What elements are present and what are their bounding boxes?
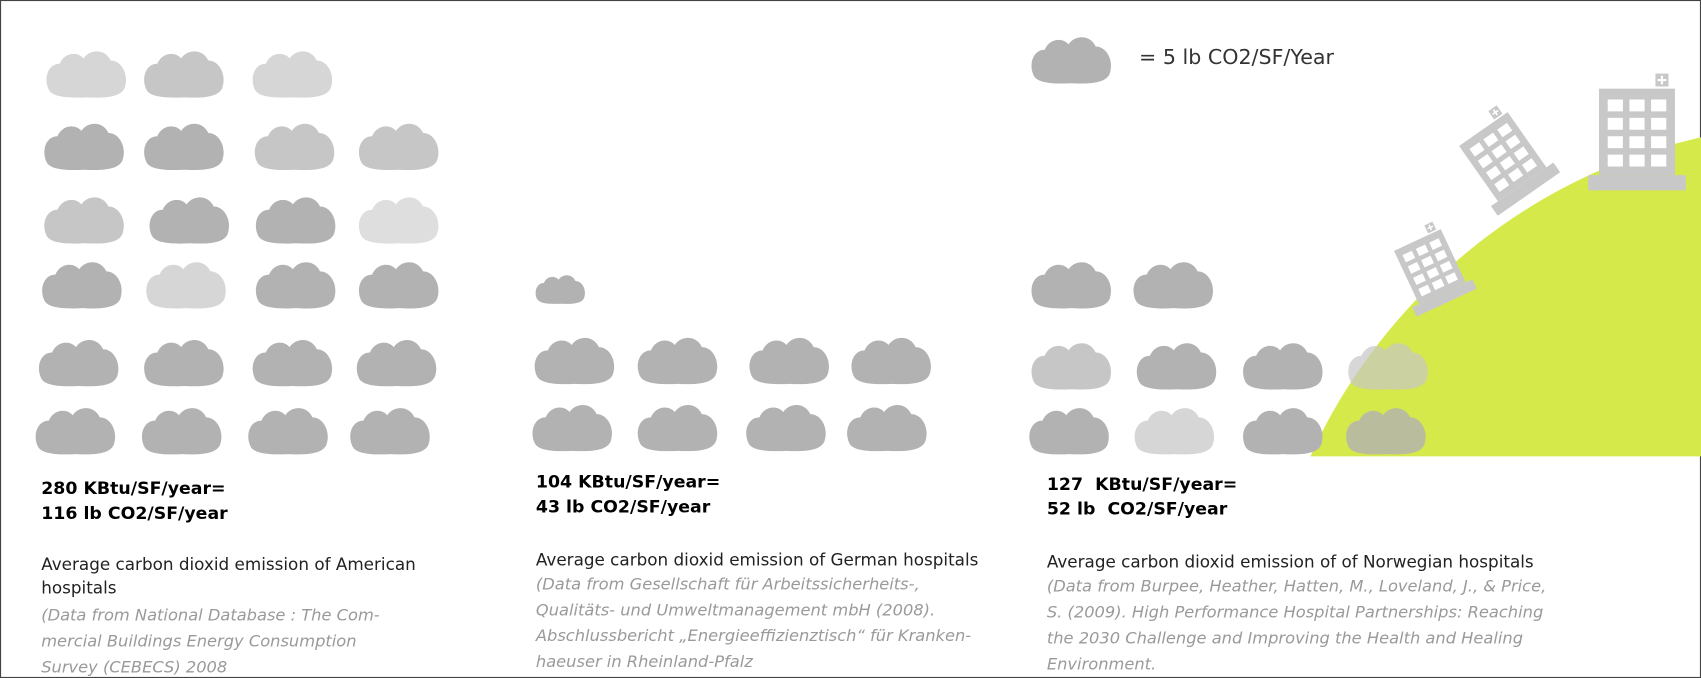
heading: 116 lb CO2/SF/year <box>41 504 228 524</box>
hospital-big <box>1587 72 1687 192</box>
cloud-icon <box>141 408 222 455</box>
source: mercial Buildings Energy Consumption <box>41 632 356 651</box>
cloud-icon <box>1133 262 1213 309</box>
cloud-icon <box>532 404 612 452</box>
cloud-icon <box>35 408 116 455</box>
cloud-icon <box>1029 408 1109 455</box>
cloud-icon <box>44 123 124 171</box>
cloud-icon <box>1134 408 1215 455</box>
cloud-icon <box>146 262 226 309</box>
cloud-icon <box>535 275 585 304</box>
cloud-icon <box>46 51 126 98</box>
cloud-icon <box>144 340 224 387</box>
cloud-icon <box>1031 343 1112 390</box>
cloud-icon <box>149 197 230 244</box>
source: (Data from Burpee, Heather, Hatten, M., … <box>1047 577 1546 596</box>
cloud-icon <box>749 337 829 385</box>
source: (Data from Gesellschaft für Arbeitssiche… <box>536 574 920 593</box>
cloud-icon <box>358 197 439 244</box>
hospital-mid <box>1444 96 1562 217</box>
cloud-icon <box>254 123 335 171</box>
cloud-icon <box>1136 343 1217 390</box>
heading: 52 lb CO2/SF/year <box>1047 500 1228 520</box>
source: Environment. <box>1047 654 1156 673</box>
cloud-icon <box>255 197 336 244</box>
cloud-icon <box>746 404 826 452</box>
source: Qualitäts- und Umweltmanagement mbH (200… <box>536 600 935 619</box>
cloud-icon <box>534 337 615 385</box>
cloud-icon <box>1031 37 1112 84</box>
cloud-icon <box>847 404 927 452</box>
cloud-icon <box>356 340 437 387</box>
description: hospitals <box>41 578 116 598</box>
source: haeuser in Rheinland-Pfalz <box>536 652 753 671</box>
cloud-icon <box>358 262 439 309</box>
cloud-icon <box>144 51 224 98</box>
description: Average carbon dioxid emission of Americ… <box>41 554 416 574</box>
cloud-icon <box>358 123 439 171</box>
cloud-icon <box>637 337 718 385</box>
cloud-icon <box>1243 343 1323 390</box>
cloud-icon <box>44 197 124 244</box>
description: Average carbon dioxid emission of German… <box>536 550 978 570</box>
cloud-icon <box>252 340 333 387</box>
heading: 280 KBtu/SF/year= <box>41 479 225 499</box>
cloud-icon <box>144 123 224 171</box>
cloud-icon <box>851 337 931 385</box>
cloud-icon <box>1243 408 1323 455</box>
legend-text: = 5 lb CO2/SF/Year <box>1139 45 1334 69</box>
cloud-icon <box>248 408 328 455</box>
cloud-icon <box>42 262 122 309</box>
cloud-icon <box>38 340 119 387</box>
cloud-icon <box>637 404 718 452</box>
heading: 104 KBtu/SF/year= <box>536 473 720 493</box>
description: Average carbon dioxid emission of of Nor… <box>1047 552 1534 572</box>
cloud-icon <box>1031 262 1112 309</box>
source: (Data from National Database : The Com- <box>41 606 380 625</box>
heading: 43 lb CO2/SF/year <box>536 498 711 518</box>
source: the 2030 Challenge and Improving the Hea… <box>1047 628 1523 647</box>
cloud-icon <box>350 408 430 455</box>
heading: 127 KBtu/SF/year= <box>1047 475 1237 495</box>
cloud-icon <box>255 262 336 309</box>
source: Abschlussbericht „Energieeffizienztisch“… <box>535 626 971 645</box>
source: S. (2009). High Performance Hospital Par… <box>1047 602 1543 621</box>
source: Survey (CEBECS) 2008 <box>41 658 227 677</box>
cloud-icon <box>252 51 333 98</box>
